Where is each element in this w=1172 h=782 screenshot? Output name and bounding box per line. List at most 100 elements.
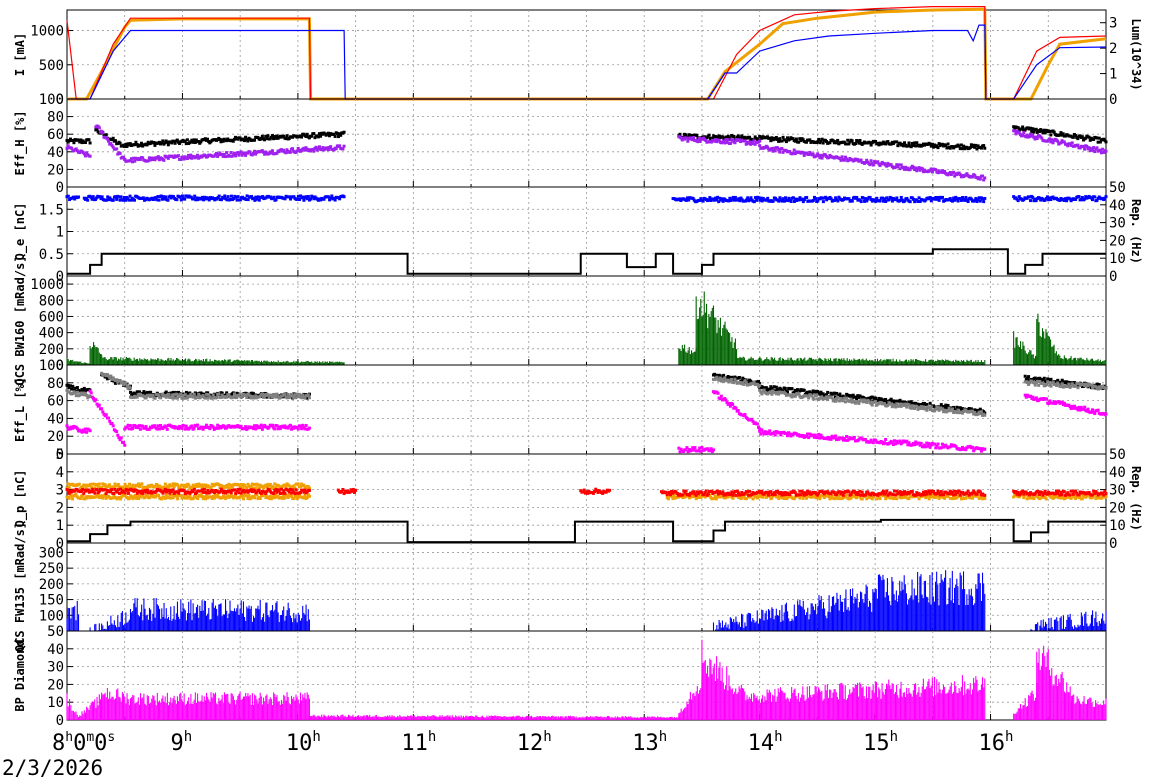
series-point bbox=[868, 163, 872, 167]
series-point bbox=[205, 494, 209, 498]
series-point bbox=[299, 194, 303, 198]
series-point bbox=[1013, 129, 1017, 133]
series-point bbox=[167, 392, 171, 396]
series-point bbox=[779, 387, 783, 391]
series-point bbox=[209, 495, 213, 499]
series-point bbox=[841, 399, 845, 403]
series-point bbox=[886, 161, 890, 165]
series-point bbox=[946, 142, 950, 146]
series-point bbox=[751, 419, 755, 423]
series-point bbox=[176, 483, 180, 487]
series-point bbox=[811, 198, 815, 202]
series-point bbox=[1075, 381, 1079, 385]
series-point bbox=[777, 199, 781, 203]
series-point bbox=[769, 139, 773, 143]
series-point bbox=[907, 141, 911, 145]
series-point bbox=[1069, 384, 1073, 388]
series-1 bbox=[66, 291, 1107, 365]
series-point bbox=[132, 156, 136, 160]
series-point bbox=[893, 439, 897, 443]
series-point bbox=[1051, 401, 1055, 405]
series-point bbox=[1104, 140, 1108, 144]
series-point bbox=[1042, 376, 1046, 380]
series-point bbox=[82, 430, 86, 434]
series-point bbox=[775, 146, 779, 150]
series-point bbox=[204, 423, 208, 427]
series-point bbox=[865, 199, 869, 203]
series-point bbox=[1056, 378, 1060, 382]
series-point bbox=[847, 197, 851, 201]
series-point bbox=[200, 425, 204, 429]
series-point bbox=[835, 141, 839, 145]
series-point bbox=[172, 393, 176, 397]
series-point bbox=[879, 397, 883, 401]
series-point bbox=[131, 426, 135, 430]
series-point bbox=[837, 437, 841, 441]
series-point bbox=[794, 137, 798, 141]
series-point bbox=[933, 409, 937, 413]
series-point bbox=[314, 145, 318, 149]
series-point bbox=[717, 134, 721, 138]
series-point bbox=[288, 394, 292, 398]
series-point bbox=[784, 431, 788, 435]
y-tick-label: 0 bbox=[56, 536, 64, 552]
series-point bbox=[292, 195, 296, 199]
series-point bbox=[743, 412, 747, 416]
series-point bbox=[819, 390, 823, 394]
series-point bbox=[750, 417, 754, 421]
series-point bbox=[936, 405, 940, 409]
series-point bbox=[235, 396, 239, 400]
series-point bbox=[773, 433, 777, 437]
series-point bbox=[948, 146, 952, 150]
series-point bbox=[240, 494, 244, 498]
series-point bbox=[777, 139, 781, 143]
series-point bbox=[293, 393, 297, 397]
series-point bbox=[964, 448, 968, 452]
series-point bbox=[178, 486, 182, 490]
series-point bbox=[759, 390, 763, 394]
series-point bbox=[155, 483, 159, 487]
series-point bbox=[777, 392, 781, 396]
series-point bbox=[800, 197, 804, 201]
series-point bbox=[101, 131, 105, 135]
series-point bbox=[338, 132, 342, 136]
series-point bbox=[101, 410, 105, 414]
series-point bbox=[1044, 197, 1048, 201]
series-point bbox=[70, 146, 74, 150]
series-point bbox=[107, 416, 111, 420]
series-point bbox=[940, 142, 944, 146]
series-point bbox=[190, 485, 194, 489]
series-point bbox=[701, 199, 705, 203]
series-point bbox=[269, 151, 273, 155]
series-point bbox=[808, 138, 812, 142]
series-point bbox=[85, 151, 89, 155]
y-tick-label: 800 bbox=[39, 293, 64, 309]
series-point bbox=[289, 197, 293, 201]
series-point bbox=[1074, 134, 1078, 138]
series-point bbox=[1092, 146, 1096, 150]
series-point bbox=[1023, 393, 1027, 397]
series-point bbox=[215, 197, 219, 201]
series-point bbox=[85, 430, 89, 434]
series-point bbox=[791, 137, 795, 141]
series-point bbox=[917, 166, 921, 170]
series-point bbox=[1024, 135, 1028, 139]
series-point bbox=[110, 421, 114, 425]
series-point bbox=[191, 483, 195, 487]
series-point bbox=[1091, 408, 1095, 412]
series-point bbox=[1040, 136, 1044, 140]
y-tick-label: 2 bbox=[56, 500, 64, 516]
series-point bbox=[77, 195, 81, 199]
series-point bbox=[804, 435, 808, 439]
series-point bbox=[927, 442, 931, 446]
series-point bbox=[678, 132, 682, 136]
series-point bbox=[797, 392, 801, 396]
series-point bbox=[107, 139, 111, 143]
series-point bbox=[723, 141, 727, 145]
series-point bbox=[770, 136, 774, 140]
series-point bbox=[862, 398, 866, 402]
series-point bbox=[204, 497, 208, 501]
series-point bbox=[916, 407, 920, 411]
series-point bbox=[169, 496, 173, 500]
series-point bbox=[145, 143, 149, 147]
